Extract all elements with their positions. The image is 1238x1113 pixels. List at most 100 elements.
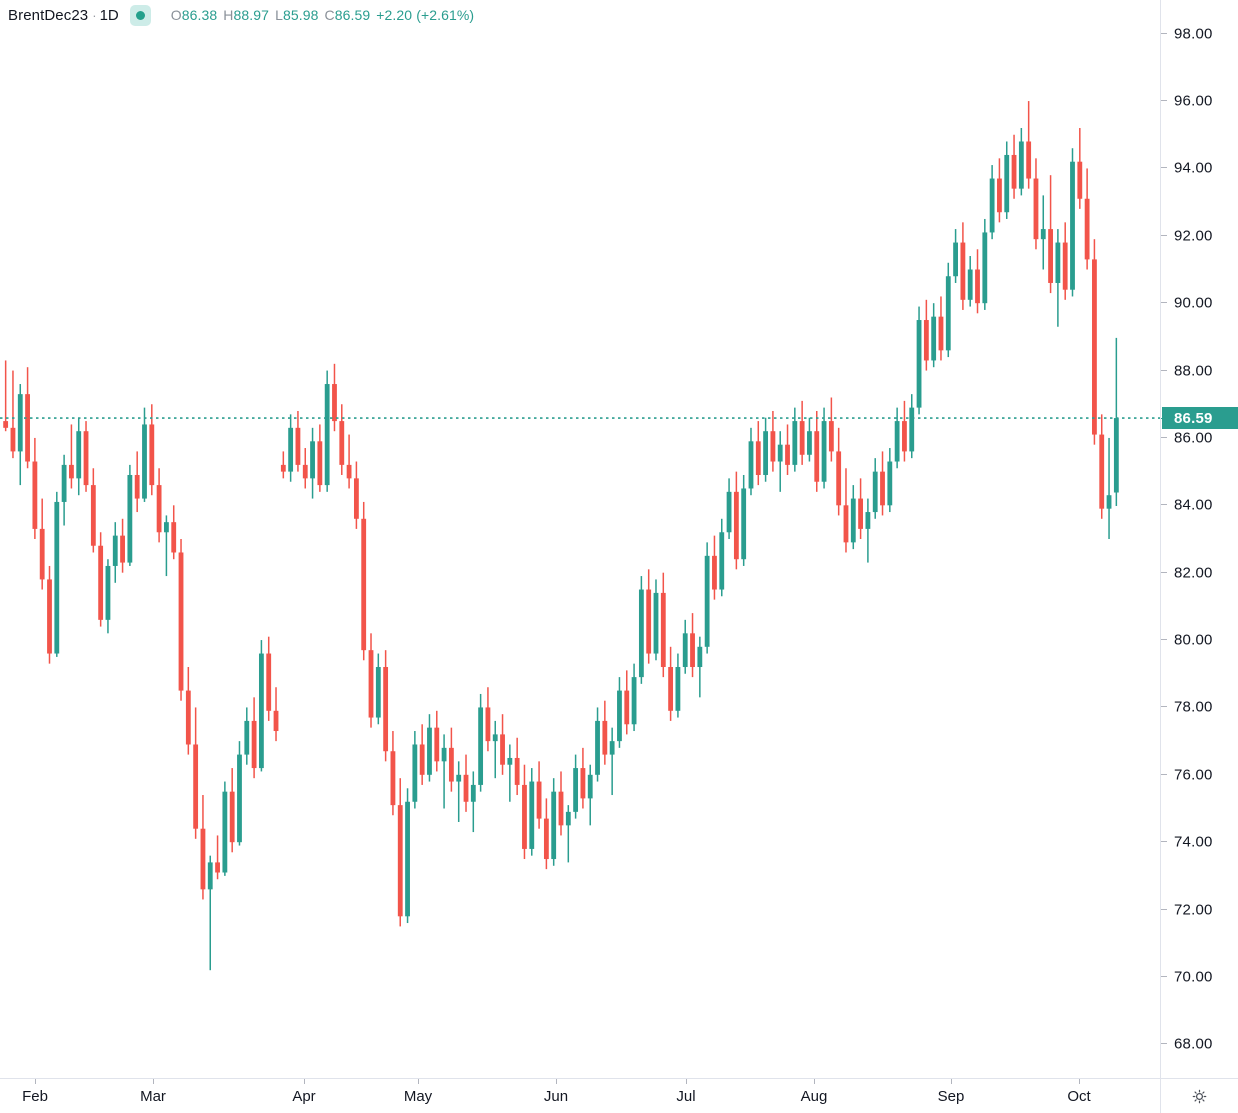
candle-body	[1092, 259, 1097, 435]
time-axis[interactable]: Feb Mar Apr May Jun Jul Aug Sep Oct	[0, 1078, 1238, 1113]
candle-body	[1106, 495, 1112, 509]
legend-separator: ·	[92, 7, 97, 23]
candle-body	[83, 431, 89, 486]
candle-body	[485, 707, 491, 742]
price-tick-dash	[1161, 167, 1167, 169]
candle-wick	[12, 370, 14, 459]
time-tick-label: Oct	[1067, 1088, 1091, 1105]
price-tick-dash	[1161, 504, 1167, 506]
candle-body	[456, 774, 462, 782]
ohlc-open-label: O	[170, 7, 182, 23]
candle-body	[880, 471, 885, 506]
candle-body	[353, 478, 359, 519]
time-tick-dash	[556, 1079, 557, 1084]
candle-body	[142, 424, 147, 499]
ohlc-high-label: H	[223, 7, 234, 23]
candle-body	[945, 276, 951, 351]
candle-body	[682, 633, 688, 668]
time-tick-label: Apr	[292, 1088, 316, 1105]
candle-body	[61, 464, 67, 502]
symbol-title[interactable]: BrentDec23	[8, 6, 89, 24]
candle-body	[858, 498, 863, 529]
candle-body	[916, 320, 922, 408]
candle-body	[536, 781, 542, 819]
status-dot-inner-icon	[135, 10, 145, 20]
candle-wick	[1108, 437, 1110, 539]
candle-body	[733, 491, 739, 560]
candle-body	[149, 424, 155, 486]
ohlc-close-value: 86.59	[334, 7, 371, 23]
status-dot-icon[interactable]	[129, 4, 151, 26]
candle-body	[836, 451, 842, 506]
candle-body	[54, 501, 60, 654]
time-tick-label: Aug	[800, 1088, 828, 1105]
candle-body	[258, 653, 264, 769]
candle-body	[339, 421, 345, 465]
price-tick-dash	[1161, 706, 1167, 708]
price-tick-label: 82.00	[1174, 564, 1213, 582]
candle-body	[821, 421, 827, 482]
time-tick-dash	[951, 1079, 952, 1084]
time-tick-dash	[418, 1079, 419, 1084]
price-tick-label: 90.00	[1174, 294, 1213, 312]
ohlc-open-value: 86.38	[181, 7, 218, 23]
candle-body	[500, 734, 505, 765]
candle-body	[1084, 198, 1090, 260]
candle-body	[164, 522, 169, 533]
candle-body	[383, 667, 389, 752]
ohlc-high: H88.97	[223, 7, 269, 23]
candle-body	[441, 747, 447, 762]
current-price-badge[interactable]: 86.59	[1161, 407, 1238, 430]
candle-body	[565, 811, 571, 826]
candle-body	[624, 690, 630, 725]
candle-body	[200, 828, 206, 890]
candle-body	[193, 744, 199, 829]
candle-body	[748, 441, 754, 489]
price-tick-dash	[1161, 841, 1167, 843]
time-tick-label: Feb	[22, 1088, 48, 1105]
interval-label[interactable]: 1D	[99, 6, 119, 24]
current-price-value: 86.59	[1174, 409, 1213, 427]
chart-settings-button[interactable]	[1160, 1079, 1238, 1113]
candle-body	[25, 394, 30, 462]
candle-wick	[216, 835, 219, 880]
price-tick-dash	[1161, 1043, 1167, 1045]
candle-body	[967, 269, 973, 300]
candle-body	[47, 579, 52, 654]
price-tick-dash	[1161, 571, 1167, 573]
candle-body	[931, 316, 937, 361]
candle-wick	[165, 515, 168, 577]
candle-body	[909, 407, 915, 452]
candle-wick	[70, 424, 73, 489]
candle-body	[470, 784, 476, 802]
candle-wick	[282, 451, 285, 479]
candle-body	[251, 720, 257, 769]
candle-body	[1033, 178, 1039, 240]
candle-body	[609, 741, 615, 755]
candle-body	[646, 589, 652, 654]
candle-body	[3, 421, 9, 428]
price-axis[interactable]: 86.59 98.00 96.00 94.00 92.00 90.00 88.00 86.0…	[1160, 0, 1238, 1078]
candle-body	[660, 592, 666, 668]
candle-body	[719, 532, 725, 590]
candle-body	[1026, 141, 1032, 179]
time-tick-dash	[35, 1079, 36, 1084]
candle-body	[32, 461, 38, 529]
price-tick-label: 88.00	[1174, 362, 1213, 380]
candle-body	[653, 592, 659, 654]
ohlc-close-label: C	[324, 7, 335, 23]
chart-legend: BrentDec23 · 1D O86.38 H88.97 L85.98 C86.59…	[8, 4, 474, 26]
price-tick-dash	[1161, 908, 1167, 910]
candle-body	[76, 431, 82, 479]
time-tick-dash	[153, 1079, 154, 1084]
candle-body	[427, 727, 432, 775]
time-tick-label: Jul	[676, 1088, 696, 1105]
time-tick-label: Jun	[543, 1088, 569, 1105]
price-tick-dash	[1161, 32, 1167, 34]
candle-body	[960, 242, 966, 300]
chart-pane[interactable]	[0, 0, 1160, 1078]
gear-icon	[1192, 1089, 1207, 1103]
candle-body	[1004, 154, 1010, 213]
candle-body	[595, 720, 600, 775]
